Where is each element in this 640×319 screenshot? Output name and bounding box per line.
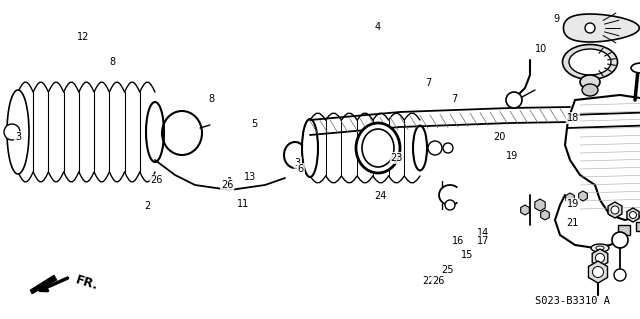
Polygon shape (579, 191, 588, 201)
Text: 7: 7 (451, 94, 458, 104)
Text: 19: 19 (506, 151, 518, 161)
Circle shape (445, 200, 455, 210)
Polygon shape (592, 249, 608, 267)
Circle shape (585, 23, 595, 33)
Text: 3: 3 (294, 158, 301, 168)
Text: 21: 21 (566, 218, 579, 228)
Text: 17: 17 (477, 236, 490, 246)
Text: 10: 10 (534, 44, 547, 55)
Text: 14: 14 (477, 228, 490, 238)
Circle shape (593, 266, 604, 278)
Text: 7: 7 (426, 78, 432, 88)
Text: 4: 4 (374, 22, 381, 32)
Text: 8: 8 (208, 94, 214, 104)
Bar (636, 222, 640, 231)
Ellipse shape (596, 246, 604, 250)
Ellipse shape (580, 75, 600, 89)
Polygon shape (521, 205, 529, 215)
Text: 16: 16 (451, 236, 464, 246)
Polygon shape (541, 210, 549, 220)
Circle shape (611, 206, 619, 214)
Polygon shape (588, 261, 607, 283)
Text: 25: 25 (442, 264, 454, 275)
Text: 20: 20 (493, 132, 506, 142)
Circle shape (595, 254, 605, 263)
Ellipse shape (362, 129, 394, 167)
Text: 8: 8 (109, 57, 115, 67)
Ellipse shape (302, 119, 318, 177)
Ellipse shape (591, 244, 609, 252)
Ellipse shape (563, 44, 618, 79)
Polygon shape (565, 95, 640, 220)
Text: 22: 22 (422, 276, 435, 286)
Polygon shape (566, 193, 574, 203)
Polygon shape (563, 14, 639, 42)
Text: FR.: FR. (74, 273, 100, 292)
Text: S023-B3310 A: S023-B3310 A (535, 296, 610, 306)
Polygon shape (30, 275, 57, 294)
Circle shape (612, 232, 628, 248)
Text: 2: 2 (144, 201, 150, 211)
Text: 3: 3 (15, 132, 21, 142)
Ellipse shape (631, 63, 640, 73)
Text: 9: 9 (554, 14, 560, 24)
Circle shape (506, 92, 522, 108)
Text: 15: 15 (461, 250, 474, 260)
Ellipse shape (356, 123, 400, 173)
Circle shape (614, 269, 626, 281)
Circle shape (4, 124, 20, 140)
Bar (618, 225, 630, 235)
Circle shape (630, 211, 637, 219)
Text: 26: 26 (150, 175, 163, 185)
Text: 5: 5 (251, 119, 257, 130)
Polygon shape (608, 202, 622, 218)
Bar (622, 145, 635, 159)
Circle shape (443, 143, 453, 153)
Bar (598, 140, 612, 156)
Text: 18: 18 (566, 113, 579, 123)
Ellipse shape (569, 49, 611, 75)
Text: 24: 24 (374, 191, 387, 201)
Text: 6: 6 (298, 164, 304, 174)
Text: 11: 11 (237, 199, 250, 209)
Ellipse shape (413, 126, 427, 170)
Text: 26: 26 (432, 276, 445, 286)
Polygon shape (535, 199, 545, 211)
Polygon shape (627, 208, 639, 222)
Ellipse shape (146, 102, 164, 162)
Text: 13: 13 (243, 172, 256, 182)
Text: 12: 12 (77, 32, 90, 42)
Text: 1: 1 (227, 177, 234, 187)
Text: 23: 23 (390, 153, 403, 163)
Text: 26: 26 (221, 180, 234, 190)
Ellipse shape (582, 84, 598, 96)
Ellipse shape (7, 90, 29, 174)
Text: 19: 19 (566, 199, 579, 209)
Circle shape (428, 141, 442, 155)
